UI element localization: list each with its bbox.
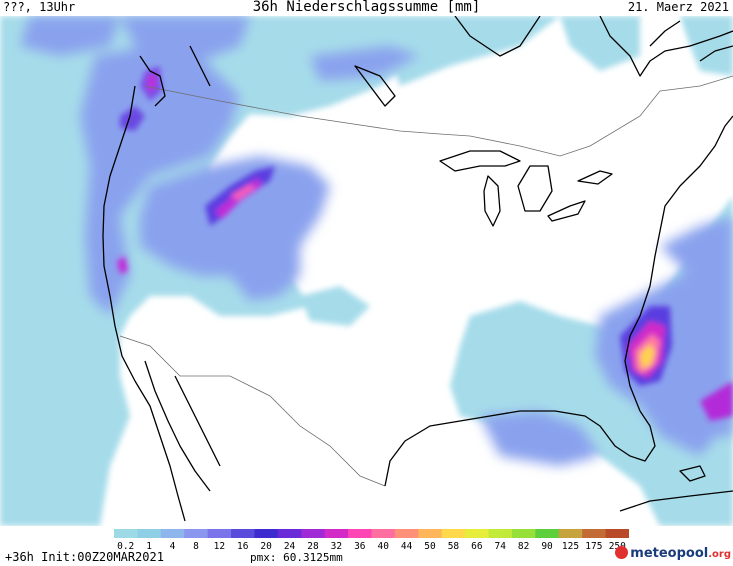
legend-color-box bbox=[301, 529, 326, 538]
legend-tick-label: 4 bbox=[170, 541, 176, 551]
legend-color-box bbox=[348, 529, 372, 538]
legend-color-box bbox=[488, 529, 513, 538]
meteopool-logo[interactable]: meteopool.org bbox=[615, 546, 731, 561]
forecast-init-label: +36h Init:00Z20MAR2021 bbox=[5, 550, 164, 564]
map-title: 36h Niederschlagssumme [mm] bbox=[252, 0, 481, 15]
legend-tick-label: 28 bbox=[307, 541, 319, 551]
legend-color-box bbox=[418, 529, 443, 538]
legend-tick-label: 36 bbox=[354, 541, 366, 551]
legend-color-box bbox=[605, 529, 629, 538]
legend-color-box bbox=[160, 529, 185, 538]
precipitation-map bbox=[0, 16, 733, 526]
legend-tick-label: 74 bbox=[495, 541, 507, 551]
legend-color-box bbox=[231, 529, 255, 538]
max-precip-label: pmx: 60.3125mm bbox=[250, 551, 343, 564]
valid-date: 21. Maerz 2021 bbox=[627, 0, 729, 14]
logo-icon bbox=[615, 546, 629, 559]
legend-tick-label: 58 bbox=[448, 541, 460, 551]
legend-tick-label: 16 bbox=[237, 541, 249, 551]
legend-tick-label: 32 bbox=[331, 541, 342, 551]
legend-color-box bbox=[184, 529, 209, 538]
legend-tick-label: 12 bbox=[214, 541, 225, 551]
precipitation-legend: 0.2 1 4 8 12 16 20 24 28 32 36 40 44 50 58 66 74 82 90 125 1… bbox=[114, 529, 629, 551]
country-borders bbox=[119, 75, 733, 487]
legend-color-box bbox=[511, 529, 536, 538]
legend-color-box bbox=[207, 529, 232, 538]
legend-color-box bbox=[277, 529, 302, 538]
legend-tick-label: 24 bbox=[284, 541, 296, 551]
legend-tick-label: 50 bbox=[424, 541, 436, 551]
legend-tick-label: 82 bbox=[518, 541, 529, 551]
coastlines bbox=[102, 16, 733, 522]
legend-color-box bbox=[254, 529, 279, 538]
legend-color-box bbox=[465, 529, 490, 538]
legend-tick-label: 0.2 bbox=[117, 541, 134, 551]
legend-tick-label: 44 bbox=[401, 541, 413, 551]
legend-color-box bbox=[535, 529, 560, 538]
legend-tick-label: 66 bbox=[471, 541, 483, 551]
legend-tick-label: 90 bbox=[541, 541, 553, 551]
heavy-precip-layer bbox=[117, 66, 733, 421]
legend-tick-label: 1 bbox=[146, 541, 152, 551]
legend-tick-label: 8 bbox=[193, 541, 199, 551]
legend-color-box bbox=[558, 529, 583, 538]
legend-color-box bbox=[114, 529, 138, 538]
legend-color-box bbox=[582, 529, 607, 538]
legend-tick-label: 125 bbox=[562, 541, 579, 551]
model-run-label: ???, 13Uhr bbox=[3, 0, 76, 14]
legend-tick-label: 175 bbox=[585, 541, 602, 551]
legend-tick-label: 20 bbox=[260, 541, 272, 551]
legend-color-box bbox=[324, 529, 349, 538]
legend-color-box bbox=[441, 529, 466, 538]
legend-tick-label: 40 bbox=[377, 541, 389, 551]
logo-name: meteopool bbox=[630, 546, 709, 561]
legend-color-box bbox=[394, 529, 419, 538]
legend-color-box bbox=[137, 529, 162, 538]
legend-color-box bbox=[371, 529, 396, 538]
logo-tld: .org bbox=[708, 549, 731, 560]
